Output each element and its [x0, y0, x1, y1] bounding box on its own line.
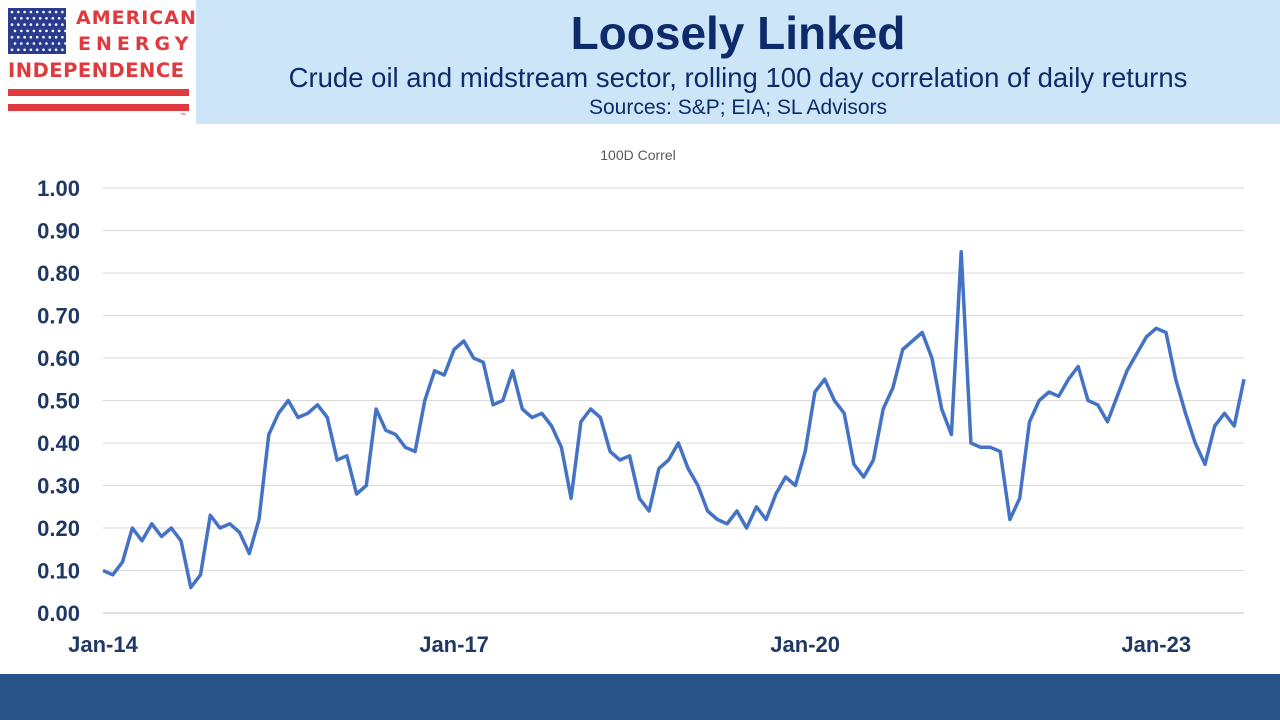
logo-text-energy: ENERGY — [78, 33, 194, 55]
x-tick-label: Jan-23 — [1121, 632, 1191, 657]
logo-text-american: AMERICAN — [76, 7, 197, 29]
gridlines — [103, 187, 1244, 614]
x-tick-label: Jan-17 — [419, 632, 489, 657]
header-band — [196, 0, 1280, 124]
y-tick-label: 0.30 — [37, 474, 80, 499]
x-tick-label: Jan-14 — [68, 632, 138, 657]
y-axis-tick-labels: 0.00 0.10 0.20 0.30 0.40 0.50 0.60 0.70 0.80 0.90… — [37, 176, 80, 626]
series-legend-title: 100D Correl — [600, 147, 675, 163]
y-tick-label: 0.80 — [37, 261, 80, 286]
x-tick-label: Jan-20 — [770, 632, 840, 657]
logo-text-independence: INDEPENDENCE — [8, 59, 185, 82]
logo-stripe — [8, 89, 189, 96]
page-title: Loosely Linked — [570, 7, 906, 59]
y-tick-label: 1.00 — [37, 176, 80, 201]
page-subtitle: Crude oil and midstream sector, rolling … — [288, 62, 1188, 93]
x-axis-tick-labels: Jan-14 Jan-17 Jan-20 Jan-23 — [68, 632, 1191, 657]
us-flag-icon — [8, 8, 66, 54]
y-tick-label: 0.00 — [37, 601, 80, 626]
y-tick-label: 0.10 — [37, 559, 80, 584]
trademark-symbol: ™ — [180, 113, 186, 119]
sources-note: Sources: S&P; EIA; SL Advisors — [588, 96, 888, 119]
y-tick-label: 0.40 — [37, 431, 80, 456]
y-tick-label: 0.90 — [37, 219, 80, 244]
series-line-100d-correl — [102, 250, 1246, 590]
y-tick-label: 0.20 — [37, 516, 80, 541]
y-tick-label: 0.60 — [37, 346, 80, 371]
y-tick-label: 0.70 — [37, 304, 80, 329]
correlation-line-chart: 100D Correl 0.00 0.10 0.20 0.30 0.40 0.50 0.60… — [37, 147, 1246, 657]
logo: AMERICAN ENERGY INDEPENDENCE ™ — [0, 0, 196, 124]
y-tick-label: 0.50 — [37, 389, 80, 414]
footer-bar — [0, 674, 1280, 720]
logo-stripe — [8, 104, 189, 111]
